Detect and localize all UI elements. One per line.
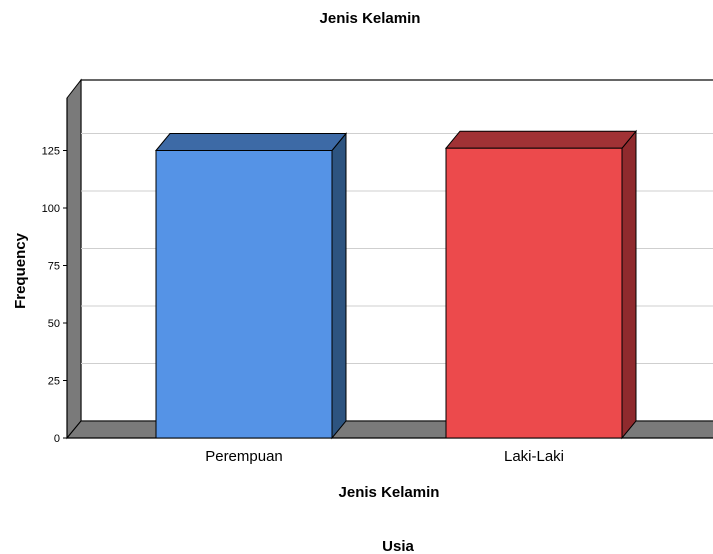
x-axis-label: Jenis Kelamin bbox=[339, 484, 440, 501]
bar-front bbox=[155, 150, 333, 439]
bar-front bbox=[445, 147, 623, 439]
bar-top bbox=[444, 130, 638, 149]
y-tick-label: 100 bbox=[42, 203, 60, 215]
bar-laki-laki bbox=[444, 129, 638, 440]
x-tick-label: Perempuan bbox=[205, 448, 283, 465]
y-tick-label: 0 bbox=[54, 433, 60, 445]
y-tick-label: 125 bbox=[42, 146, 60, 158]
y-axis-label: Frequency bbox=[12, 232, 29, 309]
chart-title: Jenis Kelamin bbox=[320, 10, 421, 27]
next-chart-title: Usia bbox=[382, 538, 414, 554]
plot-area: 0 25 50 75 100 125 Perempuan Laki-Laki bbox=[42, 78, 713, 465]
bar-side bbox=[621, 129, 637, 440]
bar-perempuan bbox=[154, 132, 348, 440]
bar-top bbox=[154, 133, 348, 151]
x-axis-tick-labels: Perempuan Laki-Laki bbox=[205, 448, 564, 465]
bars bbox=[154, 129, 638, 440]
y-tick-label: 75 bbox=[48, 261, 60, 273]
y-axis-ticks: 0 25 50 75 100 125 bbox=[42, 146, 67, 445]
y-tick-label: 50 bbox=[48, 318, 60, 330]
bar-side bbox=[331, 132, 347, 440]
y-tick-label: 25 bbox=[48, 376, 60, 388]
plot-left-wall bbox=[66, 78, 82, 440]
x-tick-label: Laki-Laki bbox=[504, 448, 564, 465]
